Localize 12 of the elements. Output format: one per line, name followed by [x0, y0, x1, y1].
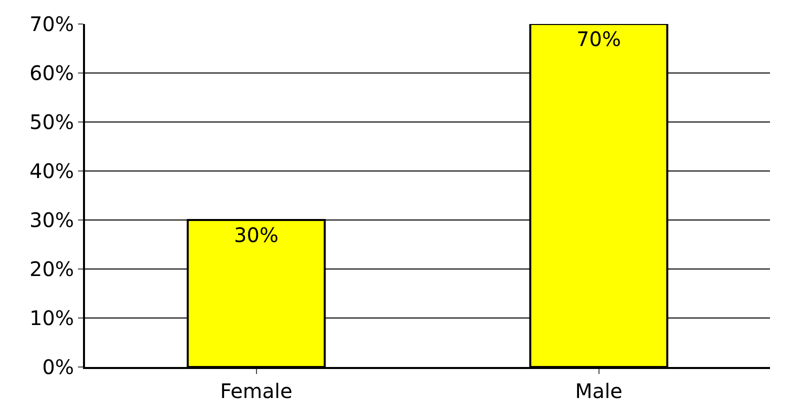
y-tick-label: 20% [30, 257, 74, 281]
x-tick-label: Female [220, 379, 292, 403]
y-tick-label: 30% [30, 208, 74, 232]
y-tick-label: 70% [30, 12, 74, 36]
y-tick-label: 10% [30, 306, 74, 330]
y-tick-label: 50% [30, 110, 74, 134]
y-tick-label: 40% [30, 159, 74, 183]
y-tick-label: 0% [42, 355, 74, 379]
x-tick-label: Male [575, 379, 622, 403]
data-label: 70% [576, 27, 621, 51]
y-tick-label: 60% [30, 61, 74, 85]
data-label: 30% [234, 223, 278, 247]
